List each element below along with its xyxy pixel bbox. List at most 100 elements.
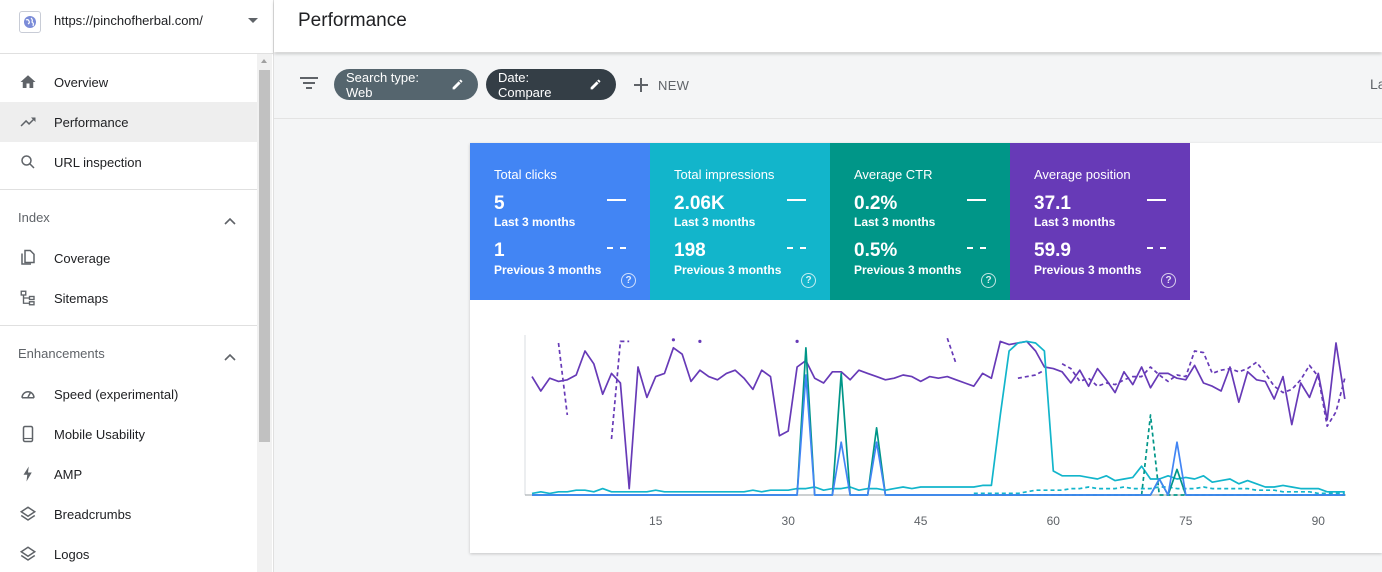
solid-line-legend-icon <box>1147 199 1166 201</box>
metric-current-period: Last 3 months <box>494 215 576 229</box>
section-title: Enhancements <box>18 346 105 361</box>
help-icon[interactable]: ? <box>981 273 996 288</box>
sidebar-item-coverage[interactable]: Coverage <box>0 238 258 278</box>
globe-icon <box>19 11 41 33</box>
help-icon[interactable]: ? <box>1161 273 1176 288</box>
series-line <box>531 340 1345 495</box>
metric-average-position[interactable]: Average position 37.1 Last 3 months 59.9… <box>1010 143 1190 300</box>
metric-previous-value: 1 <box>494 240 505 261</box>
help-icon[interactable]: ? <box>621 273 636 288</box>
divider <box>0 189 258 190</box>
metric-current-value: 37.1 <box>1034 193 1071 214</box>
sidebar: https://pinchofherbal.com/ Overview Perf… <box>0 0 274 572</box>
sidebar-item-label: Mobile Usability <box>54 426 146 442</box>
metric-name: Total impressions <box>674 167 775 182</box>
property-url: https://pinchofherbal.com/ <box>54 13 203 28</box>
data-point <box>795 339 799 343</box>
tick-layer: 15 30 45 60 75 90 <box>649 514 1325 528</box>
sidebar-scrollbar[interactable] <box>257 54 272 572</box>
data-point <box>671 338 675 342</box>
metric-current-value: 0.2% <box>854 193 898 214</box>
divider <box>0 325 258 326</box>
series-line <box>557 342 569 416</box>
dashed-line-legend-icon <box>967 247 986 249</box>
help-icon[interactable]: ? <box>801 273 816 288</box>
chevron-up-icon[interactable] <box>224 212 236 230</box>
series-line <box>610 340 630 440</box>
plus-icon <box>634 78 648 92</box>
series-layer <box>531 337 1346 496</box>
series-line <box>531 340 1346 490</box>
sidebar-item-performance[interactable]: Performance <box>0 102 258 142</box>
metric-current-value: 2.06K <box>674 193 725 214</box>
dashed-line-legend-icon <box>787 247 806 249</box>
edit-pencil-icon[interactable] <box>451 78 464 91</box>
solid-line-legend-icon <box>607 199 626 201</box>
sidebar-item-mobile-usability[interactable]: Mobile Usability <box>0 414 258 454</box>
metric-average-ctr[interactable]: Average CTR 0.2% Last 3 months 0.5% Prev… <box>830 143 1010 300</box>
section-enhancements-header[interactable]: Enhancements <box>0 334 258 374</box>
sidebar-item-label: Overview <box>54 74 109 90</box>
metric-current-period: Last 3 months <box>854 215 936 229</box>
metric-total-impressions[interactable]: Total impressions 2.06K Last 3 months 19… <box>650 143 830 300</box>
sidebar-item-logos[interactable]: Logos <box>0 534 258 572</box>
x-tick-label: 90 <box>1312 514 1326 528</box>
last-updated-text: La <box>1370 76 1382 92</box>
edit-pencil-icon[interactable] <box>589 78 602 91</box>
sidebar-item-label: Coverage <box>54 250 111 266</box>
data-point <box>698 339 702 343</box>
sidebar-item-label: AMP <box>54 466 83 482</box>
scrollbar-thumb[interactable] <box>259 70 270 442</box>
speedometer-icon <box>18 384 38 404</box>
sidebar-item-speed[interactable]: Speed (experimental) <box>0 374 258 414</box>
chip-label: Date: Compare <box>498 69 552 100</box>
metric-name: Total clicks <box>494 167 557 182</box>
sidebar-item-url-inspection[interactable]: URL inspection <box>0 142 258 182</box>
sidebar-item-breadcrumbs[interactable]: Breadcrumbs <box>0 494 258 534</box>
filter-icon[interactable] <box>300 76 318 95</box>
sidebar-item-label: Performance <box>54 114 129 130</box>
x-tick-label: 75 <box>1179 514 1193 528</box>
section-title: Index <box>18 210 50 225</box>
metric-previous-period: Previous 3 months <box>1034 263 1142 277</box>
performance-chart[interactable]: 15 30 45 60 75 90 <box>470 300 1382 553</box>
solid-line-legend-icon <box>787 199 806 201</box>
sidebar-item-overview[interactable]: Overview <box>0 62 258 102</box>
chevron-down-icon[interactable] <box>248 18 258 23</box>
sidebar-item-label: URL inspection <box>54 154 142 170</box>
dashed-line-legend-icon <box>607 247 626 249</box>
property-selector[interactable]: https://pinchofherbal.com/ <box>0 0 273 54</box>
new-filter-button[interactable]: NEW <box>634 74 689 96</box>
metric-previous-period: Previous 3 months <box>494 263 602 277</box>
metric-previous-value: 59.9 <box>1034 240 1071 261</box>
scroll-up-arrow-icon[interactable] <box>261 59 267 63</box>
chip-label: Search type: Web <box>346 69 419 100</box>
layers-icon <box>18 504 38 524</box>
sidebar-item-label: Logos <box>54 546 90 562</box>
series-line <box>973 486 1345 495</box>
sidebar-item-label: Sitemaps <box>54 290 109 306</box>
series-position_previous <box>557 337 1346 440</box>
series-line <box>1017 369 1045 380</box>
search-icon <box>18 152 38 172</box>
search-type-chip[interactable]: Search type: Web <box>334 69 478 100</box>
x-tick-label: 60 <box>1047 514 1061 528</box>
filter-bar: Search type: Web Date: Compare NEW La <box>274 53 1382 119</box>
date-compare-chip[interactable]: Date: Compare <box>486 69 616 100</box>
series-line <box>1061 350 1346 428</box>
layers-icon <box>18 544 38 564</box>
chevron-up-icon[interactable] <box>224 348 236 366</box>
trending-up-icon <box>18 112 38 132</box>
series-ctr_previous <box>973 414 1345 496</box>
sidebar-item-label: Breadcrumbs <box>54 506 132 522</box>
sitemap-icon <box>18 288 38 308</box>
series-line <box>946 337 957 365</box>
section-index-header[interactable]: Index <box>0 198 258 238</box>
metric-current-period: Last 3 months <box>674 215 756 229</box>
file-copy-icon <box>18 248 38 268</box>
metric-previous-value: 198 <box>674 240 706 261</box>
sidebar-item-sitemaps[interactable]: Sitemaps <box>0 278 258 318</box>
sidebar-item-amp[interactable]: AMP <box>0 454 258 494</box>
metric-total-clicks[interactable]: Total clicks 5 Last 3 months 1 Previous … <box>470 143 650 300</box>
main-content: Search type: Web Date: Compare NEW La To… <box>274 53 1382 572</box>
